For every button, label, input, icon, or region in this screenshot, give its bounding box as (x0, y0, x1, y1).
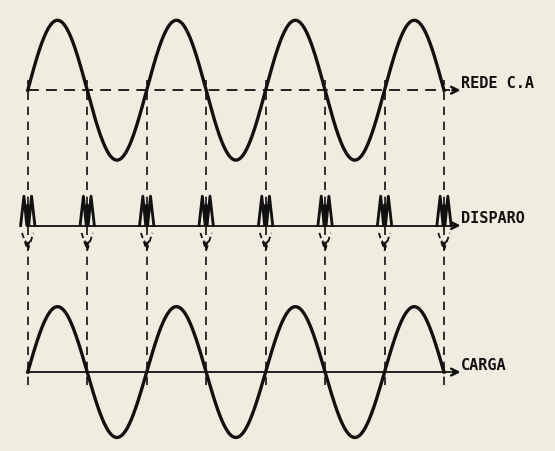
Text: DISPARO: DISPARO (461, 211, 524, 226)
Text: CARGA: CARGA (461, 358, 506, 373)
Text: REDE C.A: REDE C.A (461, 76, 534, 91)
